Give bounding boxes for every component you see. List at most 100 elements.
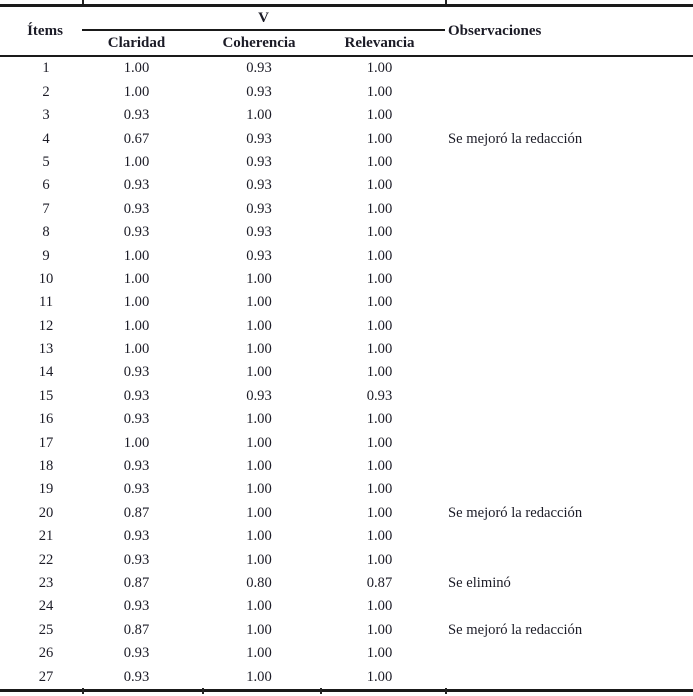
item-number-cell: 17 — [38, 434, 54, 451]
observaciones-cell — [445, 548, 693, 571]
table-row: 11 1.00 1.00 1.00 — [0, 291, 693, 314]
relevancia-value-cell: 1.00 — [366, 153, 393, 170]
relevancia-value-cell: 1.00 — [366, 598, 393, 615]
coherencia-value-cell: 1.00 — [246, 270, 272, 287]
coherencia-value-cell: 1.00 — [246, 481, 272, 498]
table-row: 8 0.93 0.93 1.00 — [0, 221, 693, 244]
observaciones-cell — [445, 291, 693, 314]
coherencia-value-cell: 1.00 — [246, 411, 272, 428]
table-row: 25 0.87 1.00 1.00 Se mejoró la redacción — [0, 618, 693, 641]
relevancia-value-cell: 1.00 — [366, 200, 393, 217]
item-number-cell: 23 — [38, 574, 54, 591]
coherencia-value-cell: 0.93 — [246, 83, 272, 100]
relevancia-value-cell: 1.00 — [366, 247, 393, 264]
relevancia-value-cell: 1.00 — [366, 364, 393, 381]
coherencia-value-cell: 0.93 — [246, 177, 272, 194]
claridad-value-cell: 0.93 — [123, 107, 150, 124]
relevancia-value-cell: 1.00 — [366, 341, 393, 358]
table-row: 20 0.87 1.00 1.00 Se mejoró la redacción — [0, 501, 693, 524]
table-row: 27 0.93 1.00 1.00 — [0, 665, 693, 690]
observaciones-cell — [445, 595, 693, 618]
coherencia-value-cell: 1.00 — [246, 621, 272, 638]
claridad-value-cell: 0.87 — [123, 621, 150, 638]
table-row: 16 0.93 1.00 1.00 — [0, 408, 693, 431]
coherencia-value-cell: 0.93 — [246, 224, 272, 241]
relevancia-value-cell: 1.00 — [366, 60, 393, 77]
observaciones-cell — [445, 244, 693, 267]
item-number-cell: 21 — [38, 528, 54, 545]
item-number-cell: 19 — [38, 481, 54, 498]
coherencia-value-cell: 0.93 — [246, 387, 272, 404]
claridad-value-cell: 1.00 — [123, 83, 150, 100]
table-row: 1 1.00 0.93 1.00 — [0, 56, 693, 80]
coherencia-value-cell: 1.00 — [246, 434, 272, 451]
observaciones-cell — [445, 665, 693, 690]
relevancia-value-cell: 1.00 — [366, 434, 393, 451]
table-row: 2 1.00 0.93 1.00 — [0, 80, 693, 103]
table-row: 17 1.00 1.00 1.00 — [0, 431, 693, 454]
item-number-cell: 2 — [42, 83, 50, 100]
observaciones-cell — [445, 431, 693, 454]
coherencia-value-cell: 1.00 — [246, 364, 272, 381]
relevancia-value-cell: 1.00 — [366, 504, 393, 521]
claridad-value-cell: 0.93 — [123, 411, 150, 428]
table-row: 22 0.93 1.00 1.00 — [0, 548, 693, 571]
claridad-value-cell: 0.93 — [123, 668, 150, 685]
table-row: 12 1.00 1.00 1.00 — [0, 314, 693, 337]
item-number-cell: 1 — [42, 60, 50, 77]
relevancia-value-cell: 1.00 — [366, 177, 393, 194]
item-number-cell: 10 — [38, 270, 54, 287]
table-row: 24 0.93 1.00 1.00 — [0, 595, 693, 618]
observaciones-cell — [445, 361, 693, 384]
observaciones-cell: Se eliminó — [448, 574, 511, 591]
coherencia-value-cell: 1.00 — [246, 551, 272, 568]
observations-column-header: Observaciones — [445, 5, 693, 57]
claridad-value-cell: 0.93 — [123, 364, 150, 381]
claridad-value-cell: 1.00 — [123, 434, 150, 451]
coherencia-value-cell: 1.00 — [246, 645, 272, 662]
table-header: Ítems V Observaciones Claridad Coherenci… — [0, 5, 693, 57]
relevancia-value-cell: 1.00 — [366, 107, 393, 124]
item-number-cell: 3 — [42, 107, 50, 124]
claridad-value-cell: 0.67 — [123, 130, 150, 147]
coherencia-value-cell: 1.00 — [246, 504, 272, 521]
item-number-cell: 27 — [38, 668, 54, 685]
observaciones-cell: Se mejoró la redacción — [448, 504, 583, 521]
table-row: 18 0.93 1.00 1.00 — [0, 455, 693, 478]
claridad-column-header: Claridad — [82, 30, 202, 57]
coherencia-value-cell: 0.93 — [246, 130, 272, 147]
item-number-cell: 8 — [42, 224, 50, 241]
column-border-tick — [82, 0, 84, 5]
aiken-v-table: Ítems V Observaciones Claridad Coherenci… — [0, 4, 693, 692]
relevancia-value-cell: 1.00 — [366, 294, 393, 311]
claridad-value-cell: 0.93 — [123, 200, 150, 217]
coherencia-value-cell: 1.00 — [246, 107, 272, 124]
coherencia-value-cell: 1.00 — [246, 598, 272, 615]
observaciones-cell — [445, 642, 693, 665]
relevancia-value-cell: 1.00 — [366, 317, 393, 334]
observaciones-cell — [445, 104, 693, 127]
relevancia-value-cell: 1.00 — [366, 130, 393, 147]
item-number-cell: 15 — [38, 387, 54, 404]
relevancia-value-cell: 1.00 — [366, 411, 393, 428]
coherencia-value-cell: 0.93 — [246, 153, 272, 170]
claridad-value-cell: 0.93 — [123, 481, 150, 498]
table-row: 7 0.93 0.93 1.00 — [0, 197, 693, 220]
item-number-cell: 14 — [38, 364, 54, 381]
observaciones-cell — [445, 56, 693, 80]
table-row: 5 1.00 0.93 1.00 — [0, 151, 693, 174]
item-number-cell: 6 — [42, 177, 50, 194]
claridad-value-cell: 1.00 — [123, 317, 150, 334]
relevancia-value-cell: 1.00 — [366, 621, 393, 638]
claridad-value-cell: 1.00 — [123, 341, 150, 358]
observaciones-cell — [445, 174, 693, 197]
observaciones-cell — [445, 221, 693, 244]
item-number-cell: 4 — [42, 130, 50, 147]
item-number-cell: 12 — [38, 317, 54, 334]
relevancia-value-cell: 1.00 — [366, 551, 393, 568]
item-number-cell: 22 — [38, 551, 54, 568]
claridad-value-cell: 0.93 — [123, 387, 150, 404]
item-number-cell: 16 — [38, 411, 54, 428]
coherencia-value-cell: 1.00 — [246, 317, 272, 334]
